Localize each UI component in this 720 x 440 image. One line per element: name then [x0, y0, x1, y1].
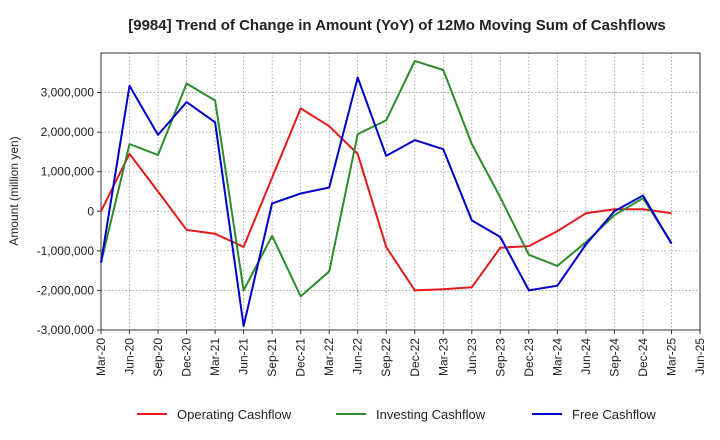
series-line-investing-cashflow	[100, 59, 673, 298]
x-tick-label: Mar-25	[664, 338, 678, 376]
y-tick-label: 0	[87, 204, 94, 218]
legend-label-free-cashflow: Free Cashflow	[572, 407, 656, 422]
x-tick-label: Jun-25	[693, 338, 707, 375]
x-tick-label: Sep-20	[151, 338, 165, 377]
x-tick-label: Mar-23	[436, 338, 450, 376]
x-tick-label: Sep-21	[265, 338, 279, 377]
plot-frame	[100, 52, 701, 331]
y-axis-label: Amount (million yen)	[7, 136, 21, 245]
legend-label-operating-cashflow: Operating Cashflow	[177, 407, 292, 422]
x-tick-label: Mar-22	[322, 338, 336, 376]
x-tick-label: Dec-22	[408, 338, 422, 377]
x-tick-label: Jun-24	[579, 338, 593, 375]
x-tick-label: Jun-21	[237, 338, 251, 375]
x-tick-label: Dec-23	[522, 338, 536, 377]
x-tick-label: Sep-24	[607, 338, 621, 377]
y-tick-label: -2,000,000	[37, 283, 95, 297]
x-tick-label: Mar-21	[208, 338, 222, 376]
y-tick-label: -3,000,000	[37, 323, 95, 337]
series-line-free-cashflow	[100, 76, 673, 327]
x-tick-label: Mar-20	[94, 338, 108, 376]
y-tick-label: 3,000,000	[41, 86, 95, 100]
x-tick-label: Dec-21	[294, 338, 308, 377]
x-tick-label: Sep-22	[379, 338, 393, 377]
x-tick-label: Jun-23	[465, 338, 479, 375]
legend-label-investing-cashflow: Investing Cashflow	[376, 407, 486, 422]
x-tick-label: Mar-24	[550, 338, 564, 376]
x-tick-label: Jun-22	[351, 338, 365, 375]
x-tick-label: Jun-20	[123, 338, 137, 375]
chart-title: [9984] Trend of Change in Amount (YoY) o…	[128, 17, 666, 34]
plot-area: -3,000,000 -2,000,000 -1,000,000 0 1,000,000…	[37, 52, 707, 377]
x-tick-label: Dec-24	[636, 338, 650, 377]
legend: Operating Cashflow Investing Cashflow Free…	[137, 407, 656, 422]
y-tick-label: -1,000,000	[37, 244, 95, 258]
x-tick-label: Dec-20	[180, 338, 194, 377]
y-tick-label: 2,000,000	[41, 125, 95, 139]
x-tick-label: Sep-23	[493, 338, 507, 377]
series-line-operating-cashflow	[100, 107, 672, 292]
y-tick-label: 1,000,000	[41, 165, 95, 179]
